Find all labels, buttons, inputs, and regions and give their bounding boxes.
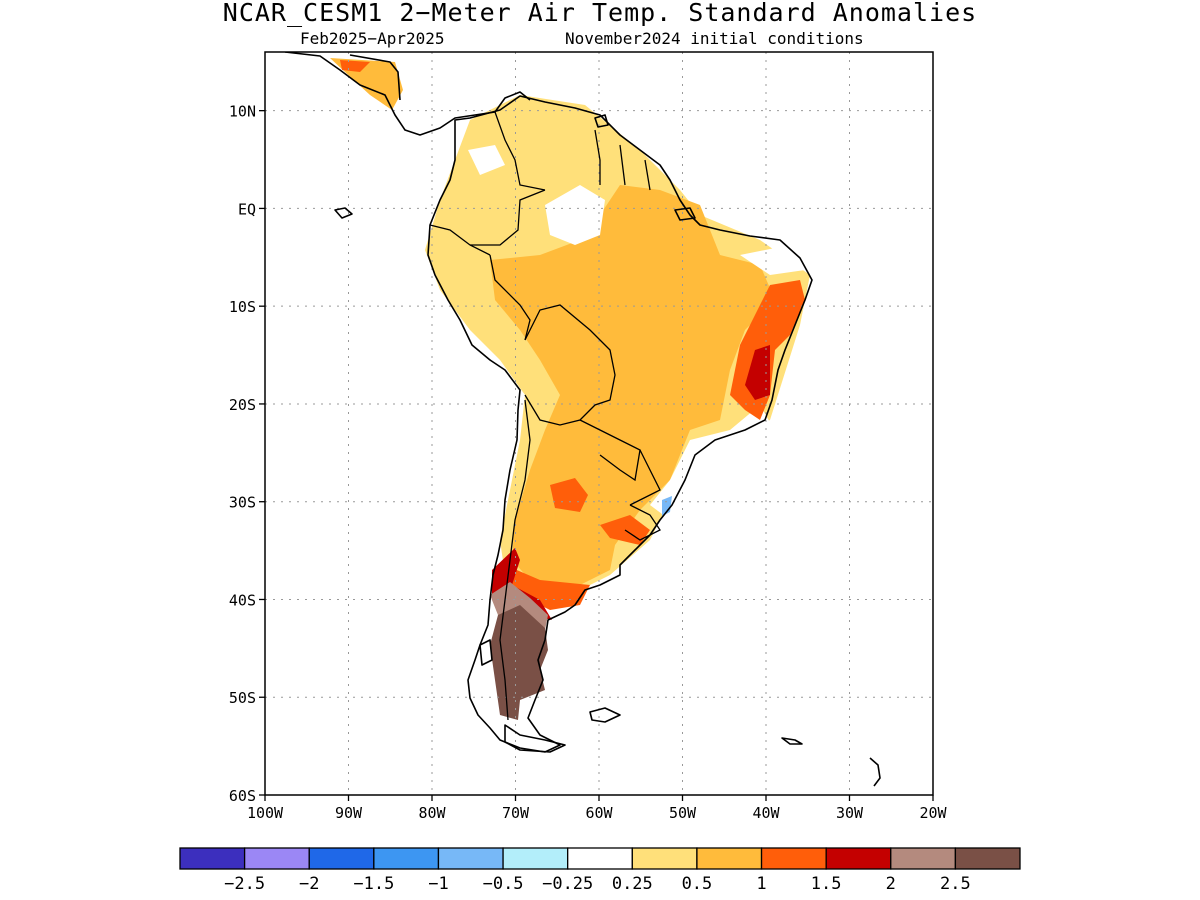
colorbar-label: −2.5 — [224, 874, 265, 894]
lat-tick-label: 60S — [229, 787, 256, 805]
coastline-falklands — [589, 707, 621, 723]
colorbar-label: 1.5 — [811, 874, 842, 894]
lon-tick-label: 100W — [247, 804, 284, 822]
colorbar-swatch — [308, 847, 375, 870]
coastline-marajo — [674, 207, 696, 221]
border-guianas — [619, 144, 651, 191]
colorbar-swatch — [954, 847, 1021, 870]
colorbar-swatch — [179, 847, 246, 870]
lat-tick-label: 50S — [229, 689, 256, 707]
coastline-south-america — [427, 95, 813, 753]
colorbar-swatch — [760, 847, 827, 870]
lat-tick-label: 40S — [229, 591, 256, 609]
anomaly-region-argentina-warm-spot — [550, 478, 588, 512]
colorbar-label: −0.25 — [542, 874, 593, 894]
border-ecuador-peru — [429, 224, 491, 256]
colorbar-label: −1 — [428, 874, 448, 894]
anomaly-region-southeast-neutral — [650, 405, 780, 520]
anomaly-region-central-america-warm — [340, 60, 370, 72]
coastline-chiloe — [479, 639, 493, 666]
anomaly-region-patagonia-extreme — [490, 605, 548, 720]
lon-tick-label: 20W — [919, 804, 947, 822]
forecast-period: Feb2025−Apr2025 — [300, 29, 445, 48]
anomaly-region-cold-spot — [662, 496, 672, 516]
lon-tick-label: 30W — [836, 804, 864, 822]
coastlines — [284, 52, 881, 787]
initial-conditions: November2024 initial conditions — [565, 29, 864, 48]
border-peru-brazil — [489, 254, 531, 341]
colorbar-swatch — [502, 847, 569, 870]
border-colombia-venezuela — [494, 111, 546, 191]
lon-tick-label: 60W — [585, 804, 613, 822]
anomaly-region-north-neutral — [468, 145, 505, 175]
border-colombia-brazil — [470, 189, 546, 246]
colorbar-swatch — [825, 847, 892, 870]
anomaly-region-brazil-coast-strong — [745, 345, 770, 400]
colorbar-label: −0.5 — [483, 874, 524, 894]
colorbar-label: 1 — [756, 874, 766, 894]
lon-tick-label: 40W — [752, 804, 780, 822]
lat-tick-label: 20S — [229, 396, 256, 414]
coastline-south-georgia — [781, 737, 803, 745]
colorbar-swatch — [437, 847, 504, 870]
border-bolivia — [524, 304, 616, 426]
lat-tick-label: 30S — [229, 494, 256, 512]
anomaly-region-amazon-neutral — [545, 185, 605, 245]
colorbar-swatch — [631, 847, 698, 870]
border-uruguay — [624, 504, 661, 541]
coastline-south-sandwich — [869, 757, 881, 787]
colorbar-swatch — [373, 847, 440, 870]
anomaly-region-patagonia-north-warm — [505, 565, 590, 610]
colorbar-swatch — [696, 847, 763, 870]
colorbar-swatch — [243, 847, 310, 870]
lat-tick-label: EQ — [238, 200, 256, 218]
colorbar-label: 2 — [886, 874, 896, 894]
anomaly-region-east-neutral — [740, 245, 805, 275]
colorbar-label: −1.5 — [353, 874, 394, 894]
coastline-central-america — [284, 52, 531, 136]
coastline-trinidad — [594, 114, 609, 128]
colorbar-label: 0.5 — [682, 874, 713, 894]
anomaly-shading — [330, 58, 810, 720]
border-argentina-brazil — [629, 449, 661, 506]
colorbar-label: 2.5 — [940, 874, 971, 894]
coastline-galapagos — [334, 207, 353, 219]
lon-tick-label: 70W — [502, 804, 530, 822]
anomaly-region-central-america — [330, 58, 403, 110]
lon-tick-label: 80W — [418, 804, 446, 822]
coastline-tierra-del-fuego — [504, 724, 566, 753]
lat-tick-label: 10N — [229, 103, 256, 121]
country-borders — [429, 111, 661, 721]
colorbar-swatch — [890, 847, 957, 870]
lon-tick-label: 50W — [669, 804, 697, 822]
anomaly-region-chile-coast-strong — [492, 548, 552, 620]
border-venezuela-guyana — [594, 129, 601, 185]
colorbar: −2.5 −2 −1.5 −1 −0.5 −0.25 0.25 0.5 1 1.5 2 2.5 — [179, 847, 1021, 894]
colorbar-label: 0.25 — [612, 874, 653, 894]
colorbar-swatch — [567, 847, 633, 870]
lon-tick-label: 90W — [335, 804, 363, 822]
chart-title: NCAR_CESM1 2−Meter Air Temp. Standard An… — [222, 0, 978, 27]
colorbar-label: −2 — [299, 874, 319, 894]
lat-tick-label: 10S — [229, 298, 256, 316]
border-chile-argentina — [499, 399, 531, 721]
